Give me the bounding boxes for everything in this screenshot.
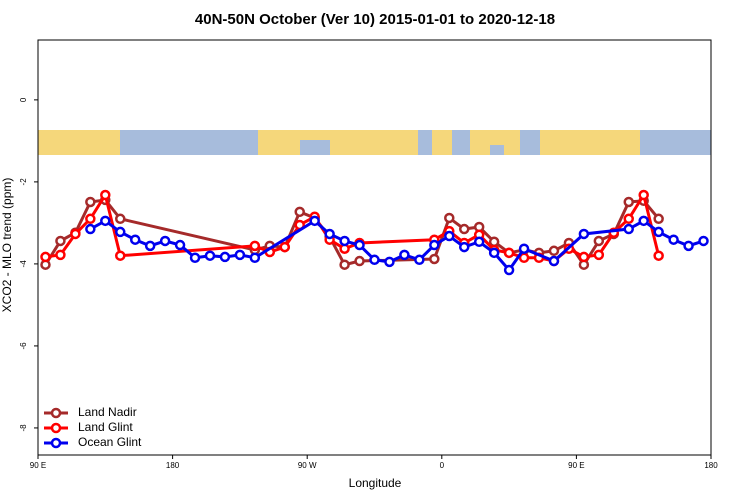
point-marker [473,236,485,248]
point-marker [623,196,634,208]
point-marker [683,240,694,252]
point-marker [653,250,664,261]
point-marker [444,212,455,224]
point-marker [294,206,305,218]
x-tick-label: 0 [440,461,445,470]
point-marker [85,213,96,225]
point-marker [623,213,634,225]
point-marker [518,243,530,254]
point-marker [144,240,156,252]
point-marker [593,249,605,261]
point-marker [354,239,365,251]
point-marker [638,215,649,227]
point-marker [578,228,590,240]
point-marker [698,235,709,247]
x-tick-label: 90 E [568,461,584,470]
point-marker [234,249,246,261]
world-map-strip [38,130,711,155]
point-marker [369,254,380,266]
point-marker [458,241,470,253]
point-marker [548,245,560,257]
y-tick-label: -8 [19,424,28,432]
point-marker [503,264,515,276]
point-marker [204,250,216,261]
point-marker [488,247,500,259]
point-marker [458,223,470,235]
point-marker [85,196,96,208]
point-marker [40,251,51,263]
point-marker [444,230,455,242]
y-axis-label: XCO2 - MLO trend (ppm) [0,178,14,313]
chart-title: 40N-50N October (Ver 10) 2015-01-01 to 2… [195,11,555,28]
legend-label: Land Nadir [78,405,137,419]
point-marker [623,223,634,235]
point-marker [129,234,141,245]
x-tick-label: 90 W [298,461,317,470]
point-marker [578,251,590,263]
point-marker [429,253,440,265]
point-marker [219,251,231,263]
point-marker [354,255,365,267]
legend-marker [50,437,62,449]
point-marker [100,215,111,227]
point-marker [339,259,350,270]
point-marker [339,235,350,247]
y-tick-label: -6 [19,342,28,350]
legend-label: Land Glint [78,420,133,434]
y-tick-label: 0 [19,97,28,102]
point-marker [55,235,66,247]
point-marker [653,213,664,225]
x-tick-label: 180 [166,461,180,470]
point-marker [414,254,425,266]
legend-marker [50,422,62,434]
point-marker [668,234,679,245]
x-axis-label: Longitude [349,476,402,490]
x-tick-label: 180 [704,461,718,470]
point-marker [279,241,291,253]
point-marker [309,215,320,227]
point-marker [115,213,126,225]
point-marker [249,240,261,252]
point-marker [70,228,81,240]
legend-marker [50,407,62,419]
point-marker [399,249,410,261]
point-marker [100,189,111,201]
point-marker [85,223,96,235]
legend-label: Ocean Glint [78,435,142,449]
point-marker [55,249,66,261]
point-marker [189,252,201,264]
point-marker [115,250,126,261]
point-marker [384,256,395,268]
y-tick-label: -2 [19,178,28,186]
point-marker [324,228,335,240]
point-marker [429,239,440,251]
plot-frame [37,39,712,456]
point-marker [503,247,515,259]
point-marker [653,226,664,238]
point-marker [638,189,649,201]
point-marker [593,235,605,247]
point-marker [548,255,560,267]
point-marker [115,226,126,238]
y-tick-label: -4 [19,260,28,268]
x-tick-label: 90 E [30,461,46,470]
point-marker [249,252,261,264]
point-marker [488,236,500,248]
point-marker [159,235,171,247]
point-marker [174,239,186,251]
